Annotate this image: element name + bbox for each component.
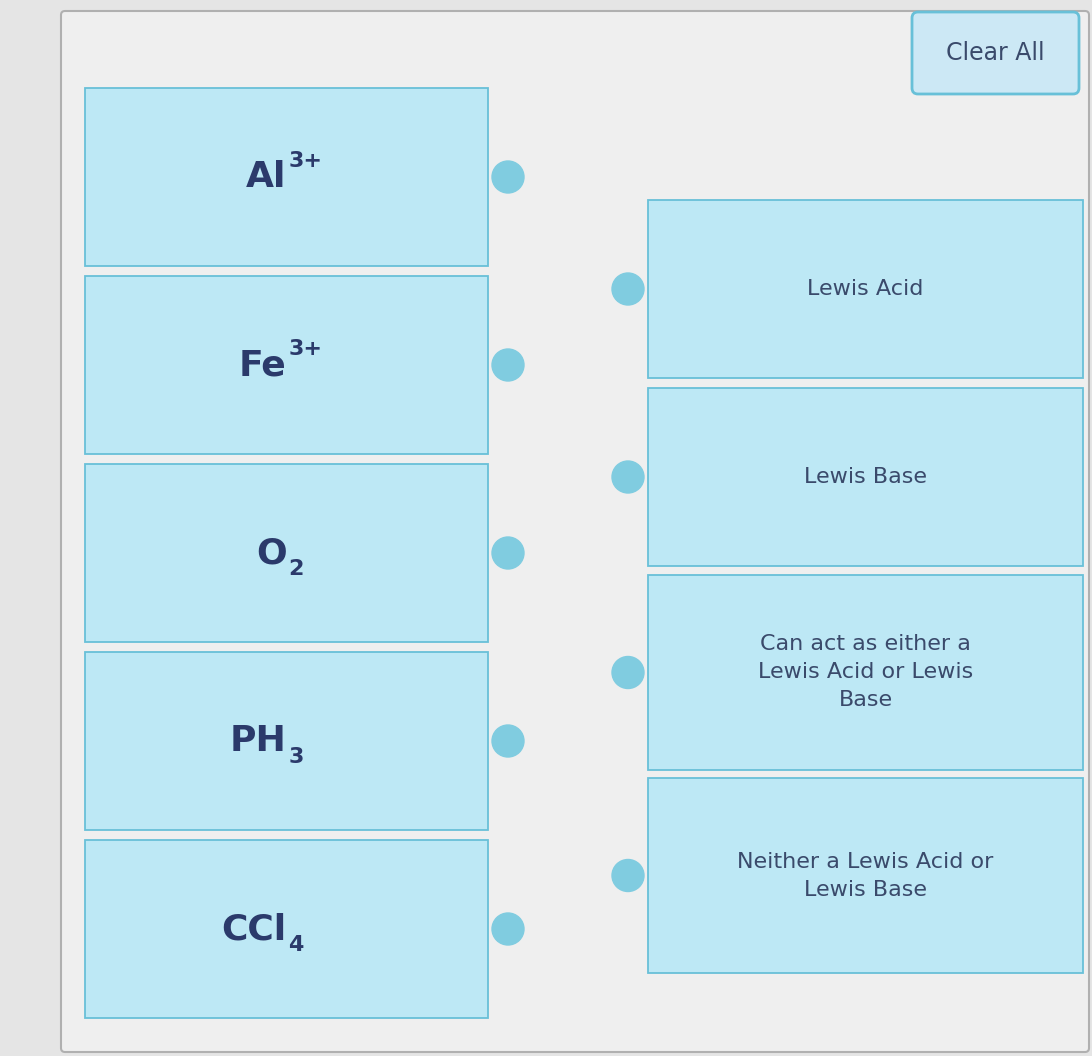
FancyBboxPatch shape	[648, 576, 1083, 770]
Text: 3: 3	[288, 747, 304, 767]
Text: 3+: 3+	[288, 339, 322, 359]
Text: Can act as either a
Lewis Acid or Lewis
Base: Can act as either a Lewis Acid or Lewis …	[758, 635, 973, 711]
FancyBboxPatch shape	[85, 276, 488, 454]
Circle shape	[612, 860, 644, 891]
Circle shape	[612, 461, 644, 493]
Text: O: O	[256, 536, 286, 570]
Text: Al: Al	[246, 161, 286, 194]
Circle shape	[492, 913, 524, 945]
Text: Neither a Lewis Acid or
Lewis Base: Neither a Lewis Acid or Lewis Base	[737, 851, 994, 900]
Circle shape	[492, 161, 524, 193]
FancyBboxPatch shape	[85, 464, 488, 642]
Text: Lewis Acid: Lewis Acid	[807, 279, 924, 299]
Circle shape	[612, 657, 644, 689]
Circle shape	[612, 274, 644, 305]
Circle shape	[492, 348, 524, 381]
Text: CCl: CCl	[222, 912, 286, 946]
Text: 3+: 3+	[288, 151, 322, 171]
FancyBboxPatch shape	[85, 652, 488, 830]
FancyBboxPatch shape	[85, 840, 488, 1018]
Text: Fe: Fe	[239, 348, 286, 382]
Text: PH: PH	[229, 724, 286, 758]
Text: Clear All: Clear All	[946, 41, 1045, 65]
Text: 2: 2	[288, 559, 304, 579]
Circle shape	[492, 538, 524, 569]
FancyBboxPatch shape	[648, 200, 1083, 378]
FancyBboxPatch shape	[648, 388, 1083, 566]
Circle shape	[492, 725, 524, 757]
FancyBboxPatch shape	[85, 88, 488, 266]
FancyBboxPatch shape	[648, 778, 1083, 973]
Text: Lewis Base: Lewis Base	[804, 467, 927, 487]
FancyBboxPatch shape	[61, 11, 1089, 1052]
Text: 4: 4	[288, 935, 304, 955]
FancyBboxPatch shape	[912, 12, 1079, 94]
